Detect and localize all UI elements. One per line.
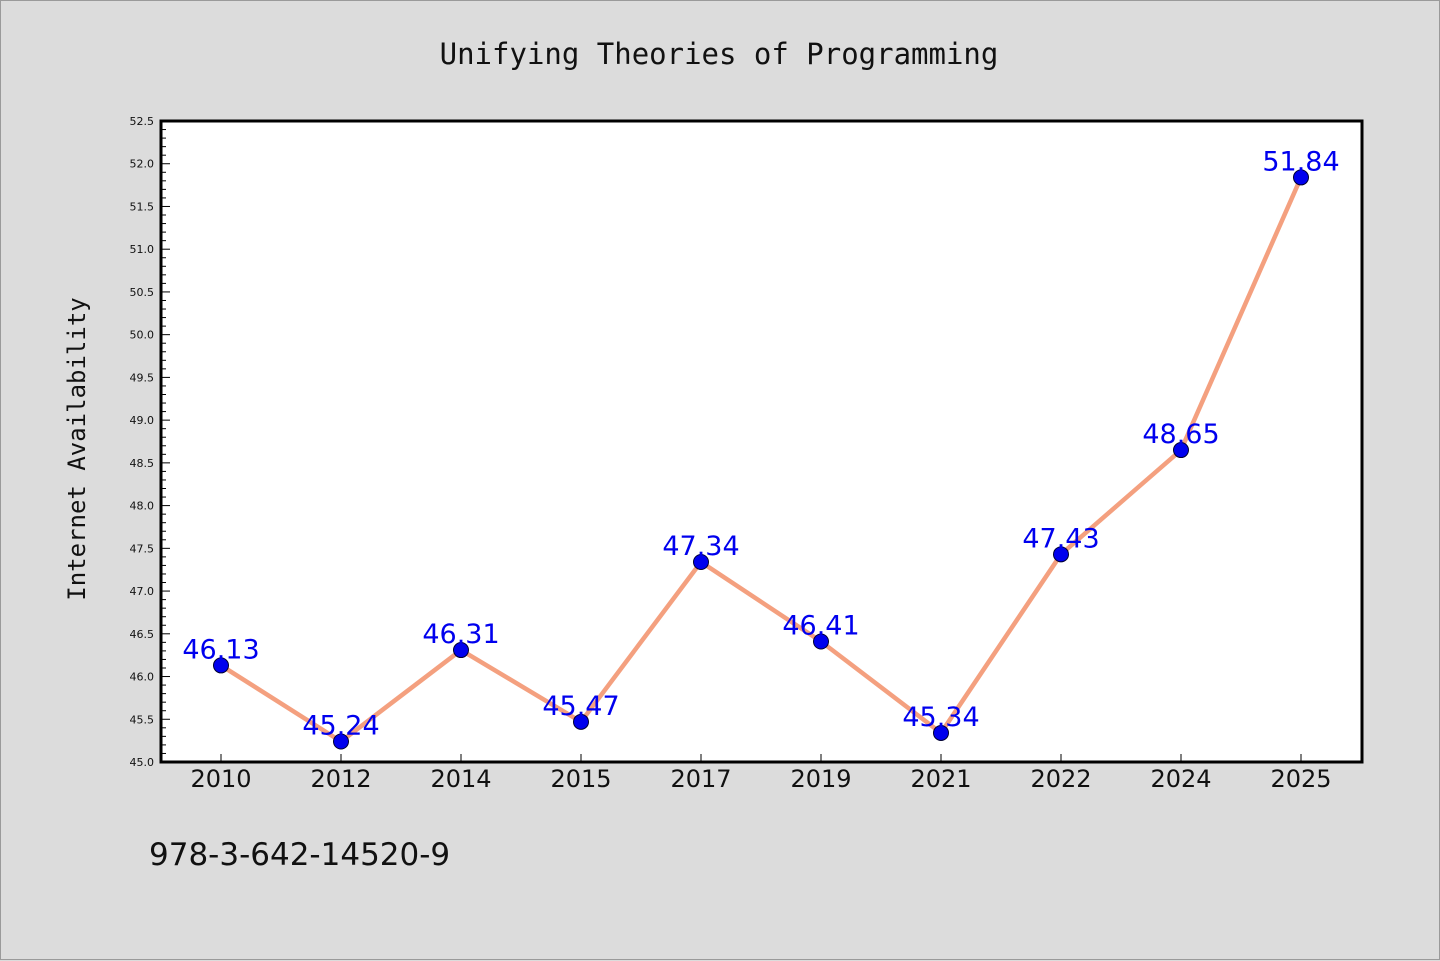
- y-tick-label: 50.0: [130, 329, 155, 342]
- y-tick-label: 50.5: [130, 286, 155, 299]
- x-tick-label: 2022: [1030, 765, 1091, 793]
- x-tick-label: 2025: [1270, 765, 1331, 793]
- data-label: 47.34: [662, 531, 739, 562]
- data-point-marker: [933, 724, 949, 741]
- data-point-marker: [1053, 546, 1069, 563]
- x-tick-label: 2021: [910, 765, 971, 793]
- data-label: 46.41: [782, 610, 859, 641]
- data-labels: 46.13 45.24 46.31 45.47 47.34 46.41 45.34 47.43…: [182, 146, 1339, 741]
- x-tick-label: 2024: [1150, 765, 1211, 793]
- chart-title: Unifying Theories of Programming: [440, 37, 999, 71]
- data-point-marker: [573, 713, 589, 730]
- isbn-label: 978-3-642-14520-9: [149, 837, 450, 873]
- y-tick-label: 47.5: [130, 542, 155, 555]
- plot-area: [159, 119, 1364, 764]
- series-markers: [213, 169, 1309, 750]
- data-label: 47.43: [1022, 523, 1099, 554]
- data-label: 46.31: [422, 619, 499, 650]
- data-point-marker: [1293, 169, 1309, 186]
- y-tick-label: 45.0: [130, 756, 155, 769]
- data-label: 48.65: [1142, 419, 1219, 450]
- x-axis: 2010 2012 2014 2015 2017 2019 2021 2022 2024 2025: [190, 754, 1332, 793]
- y-tick-label: 46.5: [130, 628, 155, 641]
- y-tick-label: 47.0: [130, 585, 155, 598]
- y-tick-label: 51.5: [130, 200, 155, 213]
- data-label: 46.13: [182, 634, 259, 665]
- data-point-marker: [813, 633, 829, 650]
- y-tick-label: 45.5: [130, 713, 155, 726]
- series-line: [219, 176, 1304, 744]
- data-point-marker: [453, 642, 469, 659]
- y-tick-label: 49.0: [130, 414, 155, 427]
- y-tick-label: 48.0: [130, 500, 155, 513]
- y-axis: 45.0 45.5 46.0 46.5 47.0 47.5 48.0 48.5 49.0 49.5…: [130, 115, 170, 769]
- data-label: 51.84: [1262, 146, 1339, 177]
- data-point-marker: [213, 657, 229, 674]
- data-point-marker: [333, 733, 349, 750]
- x-tick-label: 2010: [190, 765, 251, 793]
- x-tick-label: 2019: [790, 765, 851, 793]
- y-tick-label: 46.0: [130, 671, 155, 684]
- y-axis-label: Internet Availability: [63, 297, 91, 600]
- x-tick-label: 2017: [670, 765, 731, 793]
- x-tick-label: 2014: [430, 765, 491, 793]
- y-tick-label: 48.5: [130, 457, 155, 470]
- y-tick-label: 52.5: [130, 115, 155, 128]
- x-tick-label: 2015: [550, 765, 611, 793]
- data-point-marker: [1173, 442, 1189, 459]
- data-label: 45.47: [542, 691, 619, 722]
- y-tick-label: 49.5: [130, 371, 155, 384]
- y-tick-label: 51.0: [130, 243, 155, 256]
- x-tick-label: 2012: [310, 765, 371, 793]
- data-label: 45.34: [902, 702, 979, 733]
- y-tick-label: 52.0: [130, 158, 155, 171]
- data-point-marker: [693, 554, 709, 571]
- data-label: 45.24: [302, 710, 379, 741]
